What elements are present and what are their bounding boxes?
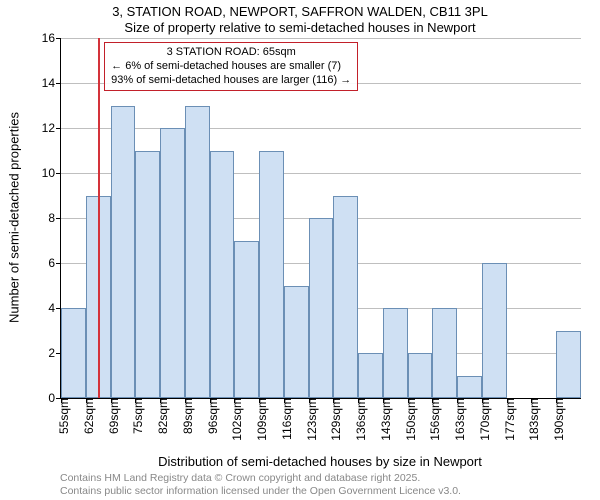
footer-line-2: Contains public sector information licen…: [60, 485, 461, 498]
annotation-title: 3 STATION ROAD: 65sqm: [111, 46, 351, 60]
histogram-bar: [432, 308, 457, 398]
x-tick-label: 89sqm: [175, 398, 195, 434]
x-tick-label: 123sqm: [299, 398, 319, 441]
y-tick-label: 2: [25, 346, 61, 360]
x-tick-label: 75sqm: [125, 398, 145, 434]
histogram-bar: [61, 308, 86, 398]
x-tick-label: 136sqm: [348, 398, 368, 441]
reference-line: [98, 38, 100, 398]
x-tick-label: 183sqm: [521, 398, 541, 441]
gridline: [61, 38, 581, 39]
x-tick-label: 129sqm: [323, 398, 343, 441]
x-tick-label: 177sqm: [497, 398, 517, 441]
x-tick-label: 156sqm: [422, 398, 442, 441]
y-tick-label: 4: [25, 301, 61, 315]
chart-container: 3, STATION ROAD, NEWPORT, SAFFRON WALDEN…: [0, 0, 600, 500]
y-tick-label: 8: [25, 211, 61, 225]
histogram-bar: [556, 331, 581, 399]
histogram-bar: [333, 196, 358, 399]
histogram-bar: [457, 376, 482, 399]
y-tick-label: 14: [25, 76, 61, 90]
y-tick-label: 6: [25, 256, 61, 270]
histogram-bar: [185, 106, 210, 399]
histogram-bar: [160, 128, 185, 398]
y-tick-label: 10: [25, 166, 61, 180]
histogram-bar: [309, 218, 334, 398]
y-tick-label: 16: [25, 31, 61, 45]
histogram-bar: [135, 151, 160, 399]
x-tick-label: 109sqm: [249, 398, 269, 441]
histogram-bar: [234, 241, 259, 399]
x-tick-label: 190sqm: [546, 398, 566, 441]
histogram-bar: [284, 286, 309, 399]
histogram-bar: [259, 151, 284, 399]
x-tick-label: 102sqm: [224, 398, 244, 441]
footer-line-1: Contains HM Land Registry data © Crown c…: [60, 472, 461, 485]
annotation-box: 3 STATION ROAD: 65sqm← 6% of semi-detach…: [104, 42, 358, 91]
annotation-line-1: ← 6% of semi-detached houses are smaller…: [111, 60, 351, 74]
x-tick-label: 62sqm: [76, 398, 96, 434]
x-tick-label: 69sqm: [101, 398, 121, 434]
histogram-bar: [111, 106, 136, 399]
footer-attribution: Contains HM Land Registry data © Crown c…: [60, 472, 461, 498]
y-axis-label: Number of semi-detached properties: [7, 108, 22, 328]
x-tick-label: 55sqm: [51, 398, 71, 434]
gridline: [61, 128, 581, 129]
x-tick-label: 116sqm: [274, 398, 294, 440]
histogram-bar: [408, 353, 433, 398]
x-tick-label: 170sqm: [472, 398, 492, 441]
histogram-bar: [383, 308, 408, 398]
histogram-bar: [358, 353, 383, 398]
x-tick-label: 143sqm: [373, 398, 393, 441]
y-tick-label: 12: [25, 121, 61, 135]
chart-title: 3, STATION ROAD, NEWPORT, SAFFRON WALDEN…: [0, 4, 600, 19]
plot-area: 024681012141655sqm62sqm69sqm75sqm82sqm89…: [60, 38, 581, 399]
x-axis-label: Distribution of semi-detached houses by …: [60, 454, 580, 469]
x-tick-label: 150sqm: [398, 398, 418, 441]
x-tick-label: 96sqm: [200, 398, 220, 434]
annotation-line-2: 93% of semi-detached houses are larger (…: [111, 74, 351, 88]
x-tick-label: 163sqm: [447, 398, 467, 441]
x-tick-label: 82sqm: [150, 398, 170, 434]
histogram-bar: [210, 151, 235, 399]
histogram-bar: [482, 263, 507, 398]
chart-subtitle: Size of property relative to semi-detach…: [0, 20, 600, 35]
